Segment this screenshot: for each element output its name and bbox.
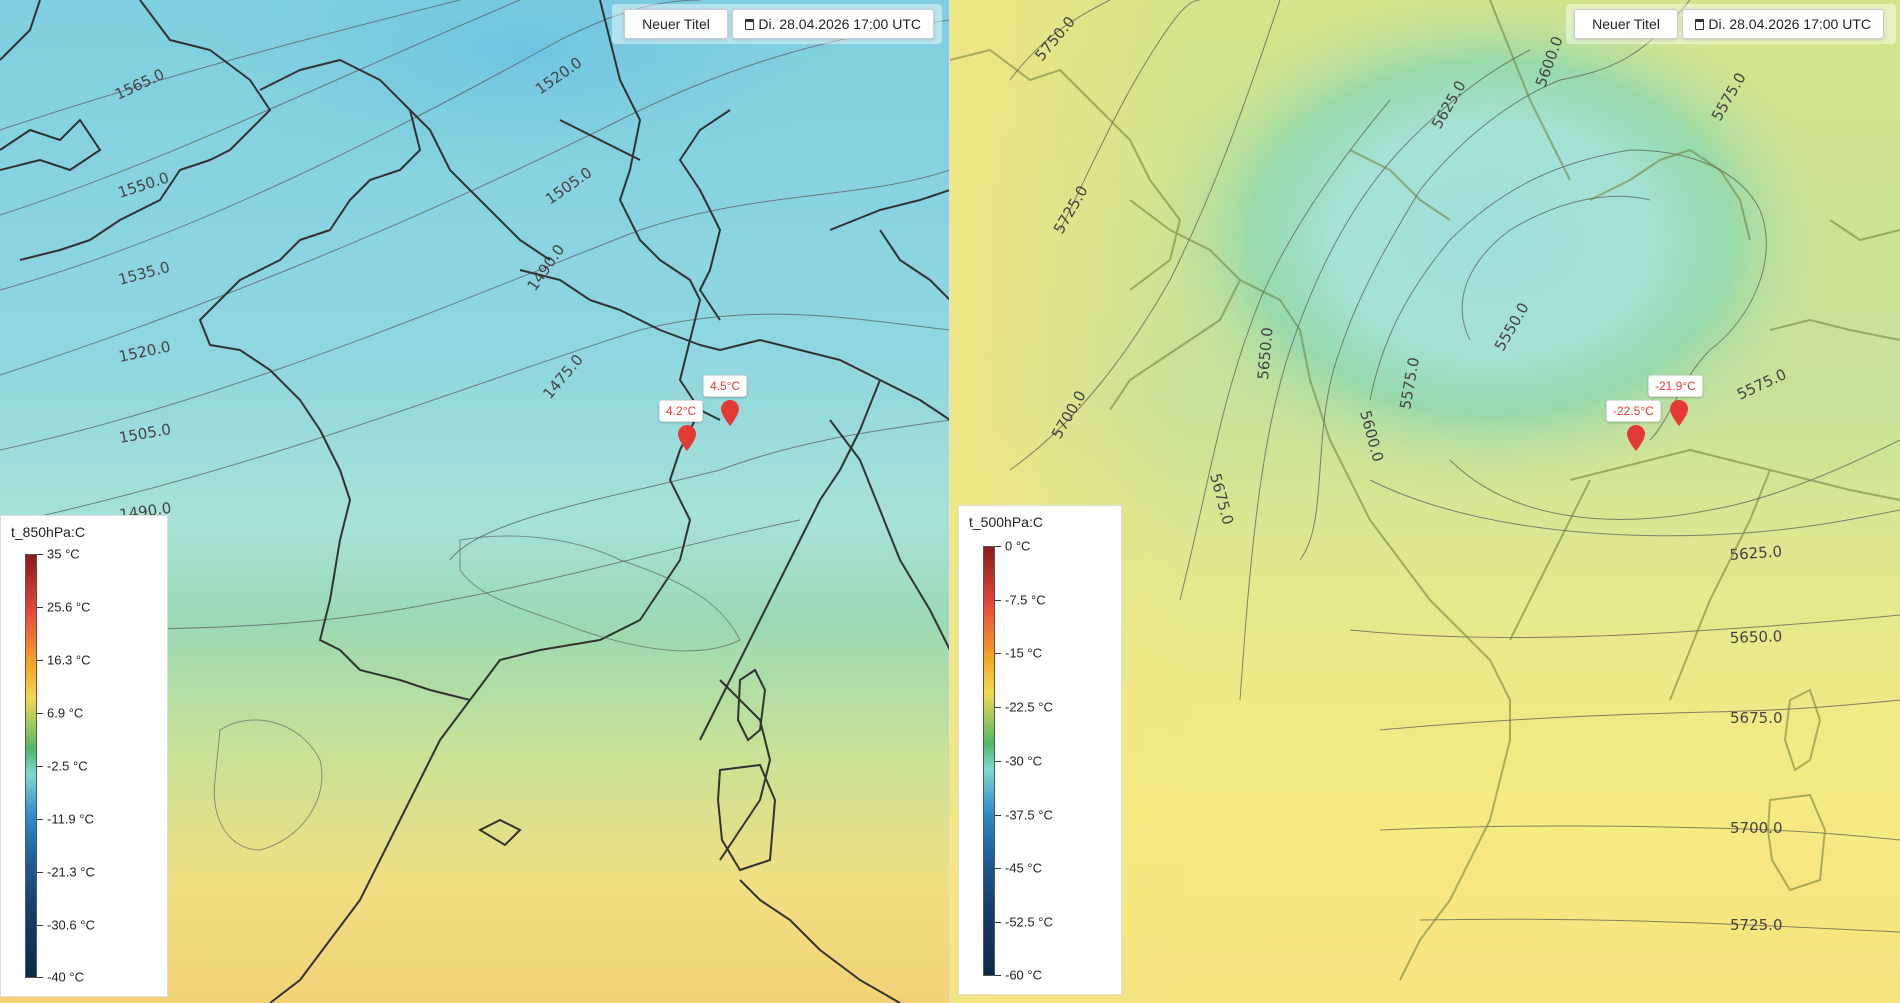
date-button-label: Di. 28.04.2026 17:00 UTC xyxy=(758,16,921,32)
legend-label: -40 °C xyxy=(47,969,84,985)
marker-label: -21.9°C xyxy=(1648,375,1703,397)
calendar-icon xyxy=(745,18,755,30)
title-button-label: Neuer Titel xyxy=(1592,16,1660,32)
isoline-label: 5700.0 xyxy=(1730,819,1783,837)
map-panel-left[interactable]: 1565.0 1550.0 1535.0 1520.0 1505.0 1490.… xyxy=(0,0,950,1003)
legend-label: -30.6 °C xyxy=(47,917,95,933)
legend-label: -21.3 °C xyxy=(47,864,95,880)
isoline-label: 5650.0 xyxy=(1254,326,1277,380)
map-pin-icon[interactable] xyxy=(678,425,696,451)
legend-label: -60 °C xyxy=(1005,967,1042,983)
legend-label: -15 °C xyxy=(1005,645,1042,661)
legend-title: t_850hPa:C xyxy=(11,524,85,540)
legend-colorbar xyxy=(25,554,37,978)
legend-label: -37.5 °C xyxy=(1005,807,1053,823)
map-panel-right[interactable]: 5750.0 5725.0 5700.0 5675.0 5650.0 5625.… xyxy=(950,0,1900,1003)
marker-label: 4.5°C xyxy=(703,375,748,397)
map-pin-icon[interactable] xyxy=(1670,400,1688,426)
map-pin-icon[interactable] xyxy=(1627,425,1645,451)
legend-label: -2.5 °C xyxy=(47,758,88,774)
calendar-icon xyxy=(1695,18,1705,30)
legend-label: 16.3 °C xyxy=(47,652,91,668)
legend-label: 0 °C xyxy=(1005,538,1031,554)
date-button[interactable]: Di. 28.04.2026 17:00 UTC xyxy=(732,9,934,39)
isoline-label: 5725.0 xyxy=(1730,916,1783,934)
date-button[interactable]: Di. 28.04.2026 17:00 UTC xyxy=(1682,9,1884,39)
isoline-label: 5675.0 xyxy=(1730,709,1783,727)
legend-label: 35 °C xyxy=(47,546,80,562)
legend-label: 25.6 °C xyxy=(47,599,91,615)
legend-label: -11.9 °C xyxy=(47,811,94,827)
color-legend: t_850hPa:C 35 °C 25.6 °C 16.3 °C 6.9 °C … xyxy=(0,515,168,997)
legend-colorbar xyxy=(983,546,995,976)
legend-title: t_500hPa:C xyxy=(969,514,1043,530)
isoline-label: 5650.0 xyxy=(1730,627,1783,647)
legend-label: -7.5 °C xyxy=(1005,592,1046,608)
marker-label: -22.5°C xyxy=(1606,400,1661,422)
marker-label: 4.2°C xyxy=(659,400,704,422)
legend-label: 6.9 °C xyxy=(47,705,84,721)
legend-label: -52.5 °C xyxy=(1005,914,1053,930)
map-pin-icon[interactable] xyxy=(721,400,739,426)
legend-label: -30 °C xyxy=(1005,753,1042,769)
color-legend: t_500hPa:C 0 °C -7.5 °C -15 °C -22.5 °C … xyxy=(958,505,1122,995)
legend-label: -45 °C xyxy=(1005,860,1042,876)
title-button-label: Neuer Titel xyxy=(642,16,710,32)
isoline-label: 5625.0 xyxy=(1729,542,1783,564)
date-button-label: Di. 28.04.2026 17:00 UTC xyxy=(1708,16,1871,32)
title-button[interactable]: Neuer Titel xyxy=(624,9,728,39)
legend-label: -22.5 °C xyxy=(1005,699,1053,715)
title-button[interactable]: Neuer Titel xyxy=(1574,9,1678,39)
